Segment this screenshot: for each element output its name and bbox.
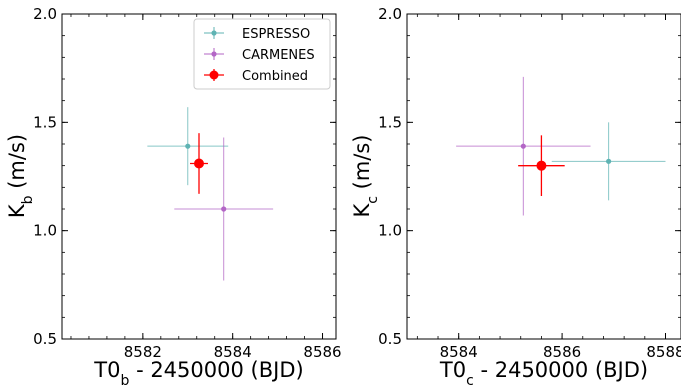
- x-ticks: 8584 8586 8588: [416, 14, 681, 361]
- legend-label: Combined: [242, 69, 308, 84]
- point-carmenes: [174, 137, 274, 281]
- x-tick-label: 8588: [646, 343, 681, 361]
- legend-label: CARMENES: [242, 48, 315, 63]
- point-espresso: [551, 122, 666, 201]
- x-axis-label: T0b - 2450000 (BJD): [93, 358, 303, 385]
- point-marker: [606, 158, 612, 164]
- legend-marker: [211, 30, 217, 36]
- legend-box: [193, 18, 331, 90]
- legend-entry-espresso: ESPRESSO: [204, 27, 310, 42]
- point-espresso: [147, 107, 229, 186]
- point-marker: [185, 143, 191, 149]
- y-ticks: 0.5 1.0 1.5 2.0: [33, 5, 336, 348]
- y-tick-label: 1.0: [33, 222, 57, 240]
- x-tick-label: 8586: [543, 343, 581, 361]
- x-tick-label: 8584: [440, 343, 478, 361]
- y-tick-label: 0.5: [378, 330, 402, 348]
- point-carmenes: [456, 76, 591, 216]
- y-tick-label: 2.0: [378, 5, 402, 23]
- y-axis-label: Kc (m/s): [350, 134, 381, 217]
- x-tick-label: 8584: [214, 343, 252, 361]
- point-combined: [190, 133, 208, 194]
- plot-frame: [406, 13, 681, 340]
- y-tick-label: 0.5: [33, 330, 57, 348]
- panel-k-c: 0.5 1.0 1.5 2.0 8584 8586 8588 Kc (m/s) T0c -…: [350, 5, 681, 385]
- point-marker: [536, 160, 547, 171]
- legend: ESPRESSO CARMENES Combined: [193, 18, 331, 90]
- y-tick-label: 2.0: [33, 5, 57, 23]
- panel-k-b: 0.5 1.0 1.5 2.0 8582 8584 8586 Kb (m/s) T0b -…: [5, 5, 342, 385]
- y-tick-label: 1.0: [378, 222, 402, 240]
- legend-label: ESPRESSO: [242, 27, 310, 42]
- y-ticks: 0.5 1.0 1.5 2.0: [378, 5, 681, 348]
- y-tick-label: 1.5: [378, 113, 402, 131]
- y-tick-label: 1.5: [33, 113, 57, 131]
- legend-marker: [209, 70, 219, 80]
- point-marker: [520, 143, 526, 149]
- legend-marker: [211, 51, 217, 57]
- y-axis-label: Kb (m/s): [5, 134, 36, 218]
- point-marker: [194, 158, 204, 169]
- point-marker: [221, 206, 227, 212]
- legend-entry-combined: Combined: [204, 69, 308, 84]
- x-tick-label: 8582: [124, 343, 162, 361]
- legend-entry-carmenes: CARMENES: [204, 48, 315, 63]
- point-combined: [518, 135, 565, 196]
- data-points: [147, 107, 274, 281]
- x-tick-label: 8586: [303, 343, 341, 361]
- data-points: [456, 76, 666, 216]
- x-ticks: 8582 8584 8586: [70, 14, 342, 361]
- plot-frame: [61, 13, 337, 340]
- x-axis-label: T0c - 2450000 (BJD): [439, 358, 648, 385]
